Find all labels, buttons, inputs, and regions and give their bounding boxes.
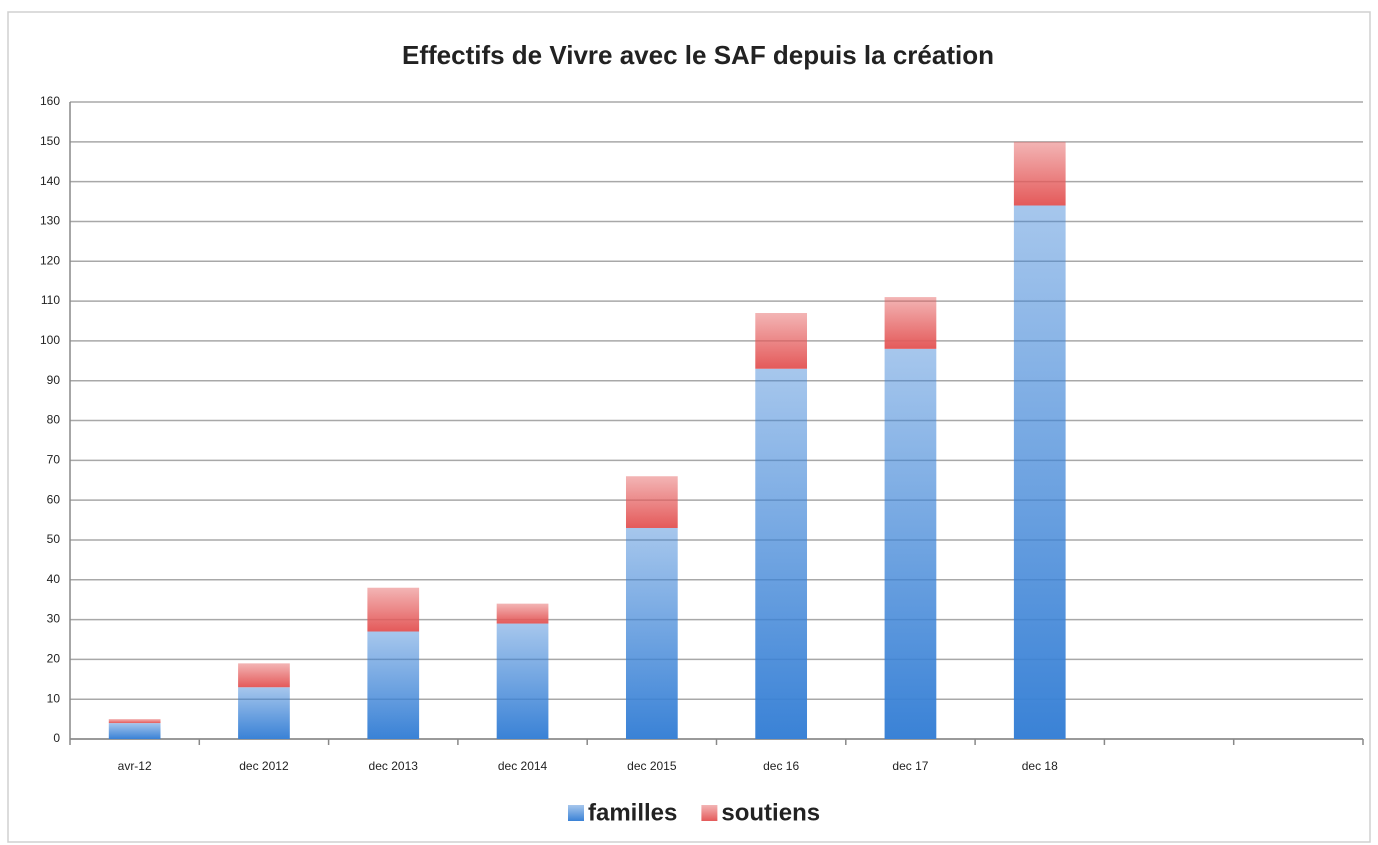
y-tick-label: 80 (47, 413, 61, 427)
chart-frame (7, 11, 1371, 843)
y-tick-label: 20 (47, 652, 61, 666)
y-tick-label: 120 (40, 253, 60, 267)
y-tick-label: 150 (40, 134, 60, 148)
y-tick-label: 40 (47, 572, 61, 586)
y-tick-label: 30 (47, 612, 61, 626)
x-tick-label: dec 2013 (369, 759, 419, 773)
y-tick-label: 10 (47, 691, 61, 705)
bar-segment (238, 663, 290, 688)
bar-segment (1013, 141, 1066, 206)
legend-swatch (568, 805, 584, 821)
bar-segment (1013, 205, 1066, 739)
x-tick-label: dec 2014 (498, 759, 548, 773)
bar-segment (367, 587, 420, 632)
y-tick-label: 140 (40, 174, 60, 188)
legend-label: familles (588, 799, 677, 826)
bar-segment (108, 719, 161, 724)
bar-segment (625, 527, 678, 739)
y-tick-label: 100 (40, 333, 60, 347)
chart-title: Effectifs de Vivre avec le SAF depuis la… (402, 40, 994, 70)
x-tick-label: dec 17 (892, 759, 928, 773)
bar-segment (755, 313, 808, 369)
bar-segment (238, 687, 290, 739)
legend-label: soutiens (721, 799, 820, 826)
bar-segment (367, 631, 420, 739)
y-tick-label: 110 (41, 293, 60, 307)
y-tick-label: 0 (53, 731, 60, 745)
legend-swatch (701, 805, 718, 821)
y-tick-label: 70 (47, 452, 61, 466)
bar-segment (884, 297, 937, 349)
bar-segment (108, 723, 161, 739)
bar-segment (884, 348, 937, 739)
bar-segment (625, 476, 678, 528)
bar-segment (755, 368, 808, 739)
y-tick-label: 60 (47, 492, 61, 506)
x-tick-label: dec 2015 (627, 759, 677, 773)
y-tick-label: 50 (47, 532, 61, 546)
x-tick-label: dec 16 (763, 759, 799, 773)
x-tick-label: dec 18 (1022, 759, 1058, 773)
bar-segment (496, 603, 549, 624)
x-tick-label: avr-12 (118, 759, 152, 773)
bar-segment (496, 623, 549, 739)
x-tick-label: dec 2012 (239, 759, 289, 773)
y-tick-label: 90 (47, 373, 61, 387)
y-tick-label: 160 (40, 94, 60, 108)
y-tick-label: 130 (40, 214, 60, 228)
